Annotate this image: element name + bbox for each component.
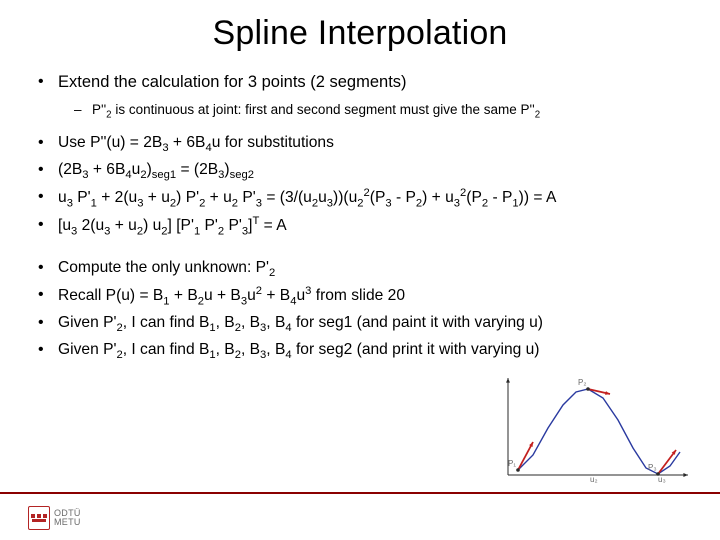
logo-icon — [28, 506, 50, 530]
svg-text:u₃: u₃ — [658, 475, 666, 484]
svg-text:P₂: P₂ — [578, 378, 586, 387]
slide-title: Spline Interpolation — [28, 14, 692, 53]
b3-3: Given P'2, I can find B1, B2, B3, B4 for… — [38, 312, 692, 337]
b2-1: Use P''(u) = 2B3 + 6B4u for substitution… — [38, 132, 692, 157]
b3-2: Recall P(u) = B1 + B2u + B3u2 + B4u3 fro… — [38, 284, 692, 310]
b2-4: [u3 2(u3 + u2) u2] [P'1 P'2 P'3]T = A — [38, 214, 692, 240]
footer-logo: ODTÜ METU — [28, 506, 81, 530]
svg-text:P₁: P₁ — [508, 459, 516, 468]
spline-chart: P₁ P₂ P₃ u₂ u₃ — [498, 370, 698, 490]
footer-divider — [0, 492, 720, 494]
b2-3: u3 P'1 + 2(u3 + u2) P'2 + u2 P'3 = (3/(u… — [38, 186, 692, 212]
bullet-group-1: Extend the calculation for 3 points (2 s… — [38, 71, 692, 93]
svg-text:u₂: u₂ — [590, 475, 598, 484]
bullet-group-3: Compute the only unknown: P'2 Recall P(u… — [38, 257, 692, 364]
logo-text-bot: METU — [54, 518, 81, 527]
bullet-extend: Extend the calculation for 3 points (2 s… — [38, 71, 692, 93]
b3-4: Given P'2, I can find B1, B2, B3, B4 for… — [38, 339, 692, 364]
b2-2: (2B3 + 6B4u2)seg1 = (2B3)seg2 — [38, 159, 692, 184]
bullet-group-2: Use P''(u) = 2B3 + 6B4u for substitution… — [38, 132, 692, 241]
svg-text:P₃: P₃ — [648, 463, 657, 472]
b3-1: Compute the only unknown: P'2 — [38, 257, 692, 282]
bullet-sub: P''2 is continuous at joint: first and s… — [74, 101, 692, 122]
bullet-sub-group: P''2 is continuous at joint: first and s… — [74, 101, 692, 122]
